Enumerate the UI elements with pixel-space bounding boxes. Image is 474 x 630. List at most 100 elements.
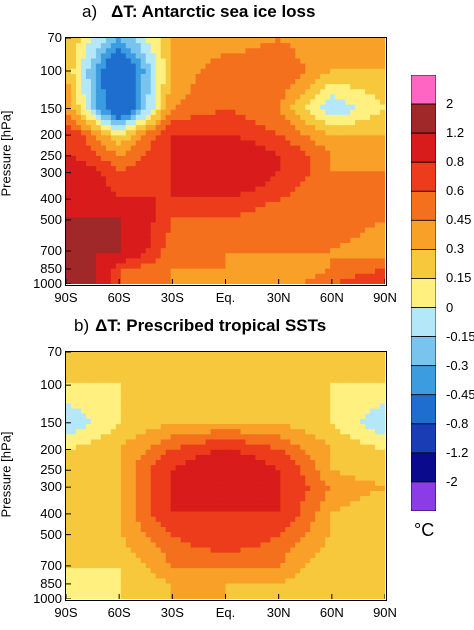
panel-a-cell [280, 43, 286, 49]
panel-b-cell [75, 382, 82, 389]
panel-a-cell [110, 94, 117, 101]
panel-b-cell [260, 382, 266, 389]
panel-b-cell [75, 439, 82, 446]
panel-a-cell [230, 176, 237, 183]
panel-a-cell [110, 150, 117, 157]
panel-a-cell [315, 278, 321, 284]
panel-a-cell [340, 161, 346, 167]
panel-a-cell [370, 130, 376, 136]
panel-a-cell [115, 273, 122, 280]
panel-b-cell [75, 424, 82, 430]
panel-a-cell [110, 140, 117, 147]
panel-a-cell [185, 150, 192, 157]
panel-a-cell [150, 53, 157, 60]
panel-a-cell [320, 253, 326, 259]
panel-a-cell [360, 130, 366, 136]
panel-a-cell [145, 43, 152, 49]
panel-a-cell [80, 171, 87, 177]
panel-b-cell [345, 403, 351, 410]
panel-b-cell [355, 372, 361, 379]
panel-a-cell [145, 89, 152, 95]
panel-a-cell [215, 58, 222, 65]
panel-a-cell [290, 155, 296, 162]
panel-b-cell [340, 424, 346, 430]
panel-b-cell [135, 480, 142, 487]
panel-a-cell [210, 94, 217, 101]
panel-a-cell [255, 99, 261, 106]
panel-a-cell [125, 120, 132, 126]
panel-a-cell [320, 53, 326, 60]
panel-b-cell [160, 357, 167, 363]
panel-b-cell [265, 424, 271, 430]
panel-b-cell [190, 439, 197, 446]
panel-b-cell [115, 382, 122, 389]
panel-a-cell [80, 89, 87, 95]
panel-b-cell [280, 352, 286, 358]
panel-a-cell [355, 104, 361, 111]
panel-a-cell [295, 263, 301, 270]
panel-b-cell [185, 480, 192, 487]
panel-b-cell [280, 398, 286, 405]
panel-b-cell [240, 413, 247, 420]
panel-a-cell [180, 253, 187, 259]
panel-b-cell [320, 496, 326, 502]
panel-b-cell [380, 377, 385, 384]
panel-a-cell [190, 84, 197, 90]
panel-a-cell [105, 150, 112, 157]
panel-a-cell [140, 155, 147, 162]
panel-a-cell [255, 58, 261, 65]
panel-a-cell [300, 130, 306, 136]
panel-a-cell [95, 140, 102, 147]
panel-a-cell [66, 191, 72, 198]
panel-a-cell [315, 243, 321, 249]
panel-a-cell [260, 145, 266, 152]
panel-a-cell [110, 222, 117, 229]
panel-a-cell [270, 114, 276, 121]
panel-a-cell [215, 181, 222, 188]
panel-b-cell [310, 352, 316, 358]
panel-a-cell [375, 79, 381, 85]
panel-a-cell [370, 243, 376, 249]
panel-b-cell [225, 367, 232, 374]
panel-a-cell [380, 207, 385, 213]
panel-a-cell [165, 48, 172, 54]
panel-a-cell [245, 207, 252, 213]
panel-a-cell [310, 268, 316, 275]
panel-a-cell [310, 191, 316, 198]
panel-b-cell [285, 465, 291, 471]
panel-a-cell [180, 68, 187, 75]
panel-b-cell [220, 449, 227, 456]
panel-a-cell [295, 63, 301, 70]
panel-a-cell [70, 109, 77, 116]
panel-a-cell [280, 109, 286, 116]
panel-a-cell [175, 227, 182, 234]
panel-a-cell [120, 207, 127, 213]
panel-b-cell [155, 465, 162, 471]
panel-b-cell [195, 388, 202, 394]
panel-a-cell [120, 48, 127, 54]
panel-a-cell [330, 125, 336, 131]
panel-a-cell [195, 79, 202, 85]
panel-a-cell [115, 171, 122, 177]
panel-a-cell [170, 248, 177, 254]
panel-b-cell [140, 439, 147, 446]
panel-b-cell [110, 372, 117, 379]
panel-b-cell [225, 475, 232, 482]
panel-b-cell [255, 470, 261, 477]
panel-a-cell [140, 161, 147, 167]
panel-b-cell [160, 367, 167, 374]
panel-a-cell [190, 104, 197, 111]
panel-a-cell [175, 166, 182, 172]
panel-a-cell [75, 227, 82, 234]
panel-b-cell [210, 444, 217, 451]
panel-a-cell [205, 232, 212, 239]
panel-a-cell [75, 94, 82, 101]
panel-a-cell [205, 104, 212, 111]
panel-b-cell [255, 418, 261, 425]
panel-a-cell [315, 145, 321, 152]
panel-b-cell [170, 357, 177, 363]
panel-a-cell [175, 161, 182, 167]
panel-b-cell [310, 388, 316, 394]
panel-a-cell [200, 120, 207, 126]
panel-b-cell [255, 439, 261, 446]
